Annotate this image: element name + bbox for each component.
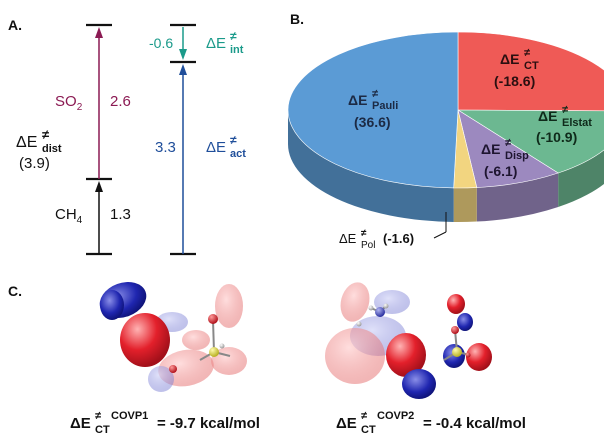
pauli-neq: ≠ (372, 88, 378, 100)
pol-label: ΔE (339, 231, 357, 246)
disp-term: Disp (505, 150, 529, 162)
interaction-neq: ≠ (230, 29, 237, 43)
activation-neq: ≠ (230, 133, 237, 147)
disp-label: ΔE (481, 141, 500, 157)
svg-text:CT: CT (361, 424, 376, 436)
covp2-caption: ΔE ≠ CT COVP2 = -0.4 kcal/mol (336, 410, 526, 436)
activation-subscript: act (230, 148, 246, 160)
disp-neq: ≠ (505, 137, 511, 149)
elstat-term: Elstat (562, 117, 592, 129)
svg-text:= -9.7 kcal/mol: = -9.7 kcal/mol (157, 415, 260, 432)
activation-label: ΔE (206, 139, 226, 156)
covp2-orbital-image (325, 282, 492, 399)
svg-text:ΔE: ΔE (336, 415, 357, 432)
interaction-label: ΔE (206, 35, 226, 52)
elstat-label: ΔE (538, 108, 557, 124)
svg-text:COVP1: COVP1 (111, 410, 148, 422)
pol-leader-line-2 (433, 231, 447, 239)
pie-labels: ΔE ≠ Pauli (36.6) ΔE ≠ CT (-18.6) ΔE ≠ E… (339, 47, 592, 251)
svg-text:= -0.4 kcal/mol: = -0.4 kcal/mol (423, 415, 526, 432)
pie-slice-ct (457, 31, 604, 112)
pie-side-pauli (288, 110, 454, 222)
elstat-neq: ≠ (562, 104, 568, 116)
energy-diagram: SO2 2.6 CH4 1.3 ΔE ≠ dist (3.9) -0.6 ΔE … (16, 23, 246, 256)
svg-text:≠: ≠ (361, 410, 367, 422)
ch4-label: CH4 (55, 206, 83, 226)
covp1-caption: ΔE ≠ CT COVP1 = -9.7 kcal/mol (70, 410, 260, 436)
pie-side-pol (453, 187, 477, 222)
svg-text:CT: CT (95, 424, 110, 436)
activation-arrowhead-icon (179, 64, 187, 75)
dist-total-value: (3.9) (19, 155, 50, 172)
ct-label: ΔE (500, 51, 519, 67)
covp1-orbital-image (99, 282, 247, 392)
pauli-term: Pauli (372, 100, 398, 112)
dist-neq: ≠ (42, 127, 49, 142)
pie-side-elstat (558, 149, 604, 208)
eda-pie-chart (287, 31, 604, 222)
disp-value: (-6.1) (484, 163, 517, 179)
pie-slice-disp (457, 109, 559, 188)
ct-term: CT (524, 60, 539, 72)
dist-label: ΔE (16, 134, 37, 151)
svg-text:COVP2: COVP2 (377, 410, 414, 422)
so2-distortion-value: 2.6 (110, 93, 131, 110)
ct-neq: ≠ (524, 47, 530, 59)
pol-term: Pol (361, 240, 375, 251)
interaction-arrowhead-icon (179, 49, 187, 60)
pol-value: (-1.6) (383, 231, 414, 246)
svg-text:≠: ≠ (95, 410, 101, 422)
pauli-value: (36.6) (354, 114, 391, 130)
dist-subscript: dist (42, 143, 62, 155)
interaction-value: -0.6 (149, 35, 173, 51)
pol-neq: ≠ (361, 228, 367, 239)
elstat-value: (-10.9) (536, 129, 577, 145)
ch4-arrowhead-icon (95, 181, 103, 192)
ch4-distortion-value: 1.3 (110, 206, 131, 223)
ct-value: (-18.6) (494, 73, 535, 89)
activation-value: 3.3 (155, 139, 176, 156)
so2-arrowhead-icon (95, 27, 103, 38)
interaction-subscript: int (230, 44, 244, 56)
so2-label: SO2 (55, 93, 83, 113)
svg-text:ΔE: ΔE (70, 415, 91, 432)
panel-c-label: C. (8, 283, 22, 299)
panel-b-label: B. (290, 11, 304, 27)
pie-slice-pauli (287, 31, 459, 189)
pauli-label: ΔE (348, 92, 367, 108)
pie-slice-elstat (456, 109, 604, 174)
pie-side-disp (476, 173, 559, 222)
panel-a-label: A. (8, 17, 22, 33)
